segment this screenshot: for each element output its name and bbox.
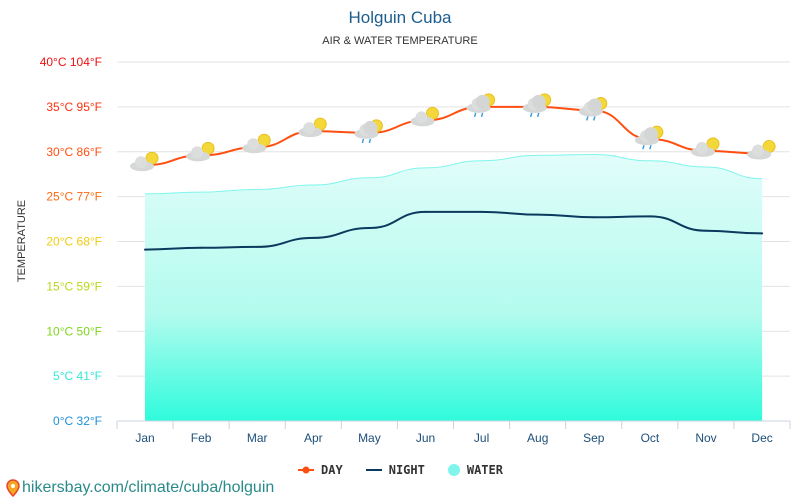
legend-day[interactable]: DAY [297, 463, 343, 477]
partly-cloudy-icon [747, 140, 776, 160]
partly-cloudy-icon [691, 137, 720, 157]
rain-sun-icon [634, 125, 664, 150]
night-point [144, 248, 146, 251]
x-tick-label: Jun [416, 431, 435, 445]
legend-day-label: DAY [321, 463, 343, 477]
water-line [144, 153, 763, 195]
cloud-icon [303, 122, 316, 135]
cloud-icon [531, 94, 546, 109]
y-tick-label: 0°C 32°F [53, 414, 102, 428]
chart-title: Holguin Cuba [348, 8, 452, 27]
cloud-icon [752, 144, 765, 157]
cloud-icon [191, 146, 204, 159]
raindrop-icon [593, 116, 596, 121]
raindrop-icon [649, 145, 652, 150]
day-line [144, 105, 763, 167]
night-point [592, 216, 595, 219]
night-point [424, 210, 427, 213]
night-point [761, 232, 764, 235]
chart-subtitle: AIR & WATER TEMPERATURE [322, 35, 478, 47]
legend-night-label: NIGHT [388, 463, 425, 477]
raindrop-icon [368, 138, 372, 144]
footer-text: hikersbay.com/climate/cuba/holguin [22, 479, 275, 496]
cloud-icon [363, 120, 378, 135]
y-tick-label: 5°C 41°F [53, 369, 102, 383]
partly-cloudy-icon [186, 141, 215, 162]
night-point [312, 236, 315, 239]
cloud-icon [475, 94, 490, 109]
footer-link[interactable]: hikersbay.com/climate/cuba/holguin [6, 479, 274, 497]
x-tick-label: Jan [135, 431, 154, 445]
night-point [480, 210, 483, 213]
y-tick-label: 35°C 95°F [46, 100, 102, 114]
partly-cloudy-icon [298, 117, 327, 138]
raindrop-icon [480, 112, 484, 118]
partly-cloudy-icon [130, 151, 159, 172]
raindrop-icon [536, 112, 540, 118]
legend-night[interactable]: NIGHT [365, 463, 425, 477]
cloud-icon [696, 141, 708, 154]
y-axis-label: TEMPERATURE [16, 200, 28, 282]
legend-water-label: WATER [466, 463, 503, 477]
y-tick-label: 30°C 86°F [46, 145, 102, 159]
x-tick-label: Oct [641, 431, 660, 445]
raindrop-icon [642, 145, 645, 150]
partly-cloudy-icon [242, 133, 271, 154]
cloud-icon [643, 127, 658, 142]
raindrop-icon [586, 116, 589, 121]
night-point [368, 227, 371, 230]
raindrop-icon [529, 112, 533, 118]
x-tick-label: May [358, 431, 381, 445]
x-tick-label: Dec [751, 431, 772, 445]
y-tick-label: 15°C 59°F [46, 279, 102, 293]
partly-cloudy-icon [410, 106, 439, 127]
rain-sun-icon [466, 93, 496, 118]
x-tick-label: Apr [304, 431, 323, 445]
raindrop-icon [473, 112, 477, 118]
night-point [256, 245, 259, 248]
y-tick-label: 25°C 77°F [46, 190, 102, 204]
map-pin-icon [6, 479, 20, 497]
cloud-icon [135, 156, 147, 169]
cloud-icon [247, 138, 260, 151]
rain-sun-icon [354, 119, 383, 144]
x-tick-label: Mar [247, 431, 268, 445]
x-tick-label: Nov [695, 431, 716, 445]
raindrop-icon [361, 138, 365, 144]
chart: TEMPERATURE 0°C 32°F 5°C 41°F 10°C 50°F 15°… [16, 55, 791, 445]
y-tick-label: 20°C 68°F [46, 235, 102, 249]
night-point [648, 215, 651, 218]
night-point [705, 229, 707, 232]
rain-sun-icon [522, 93, 552, 118]
x-tick-label: Sep [583, 431, 605, 445]
legend: DAY NIGHT WATER [0, 463, 800, 477]
water-area [145, 154, 763, 421]
x-tick-label: Feb [191, 431, 212, 445]
y-tick-label: 40°C 104°F [40, 55, 102, 69]
rain-sun-icon [578, 96, 608, 121]
night-point [536, 213, 539, 216]
x-tick-label: Jul [474, 431, 489, 445]
cloud-icon [587, 98, 602, 113]
night-point [200, 246, 203, 249]
legend-water[interactable]: WATER [447, 463, 503, 477]
x-tick-label: Aug [527, 431, 548, 445]
cloud-icon [415, 111, 428, 124]
y-tick-label: 10°C 50°F [46, 324, 102, 338]
